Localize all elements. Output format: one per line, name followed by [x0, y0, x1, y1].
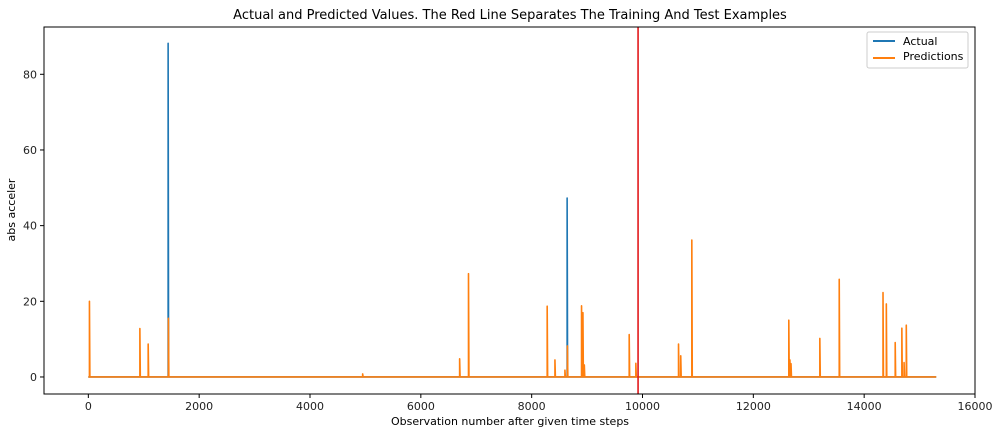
x-tick-label: 16000	[958, 400, 993, 413]
y-axis-label: abs acceler	[5, 178, 18, 241]
x-axis: 0 2000 4000 6000 8000 10000 12000 14000 16000	[85, 394, 993, 413]
chart-title: Actual and Predicted Values. The Red Lin…	[233, 8, 787, 23]
x-tick-label: 2000	[185, 400, 213, 413]
y-tick-label: 60	[23, 144, 37, 157]
x-tick-label: 0	[85, 400, 92, 413]
x-axis-label: Observation number after given time step…	[391, 415, 629, 428]
y-axis: 0 20 40 60 80	[23, 68, 44, 384]
x-tick-label: 6000	[407, 400, 435, 413]
y-tick-label: 80	[23, 68, 37, 81]
legend: Actual Predictions	[866, 31, 969, 69]
plot-area	[88, 27, 937, 394]
x-tick-label: 4000	[296, 400, 324, 413]
x-tick-label: 12000	[736, 400, 771, 413]
legend-entry-actual: Actual	[903, 35, 937, 48]
plot-frame	[43, 26, 976, 395]
y-tick-label: 20	[23, 295, 37, 308]
y-tick-label: 0	[30, 371, 37, 384]
series-line-predictions	[88, 239, 937, 378]
x-tick-label: 8000	[518, 400, 546, 413]
legend-entry-predictions: Predictions	[903, 50, 964, 63]
x-tick-label: 10000	[625, 400, 660, 413]
y-tick-label: 40	[23, 220, 37, 233]
series-line-actual	[88, 42, 937, 378]
x-tick-label: 14000	[847, 400, 882, 413]
